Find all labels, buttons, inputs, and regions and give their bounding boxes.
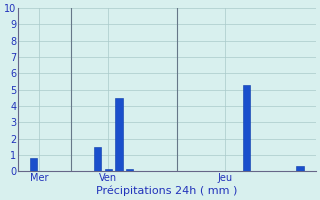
Bar (30, 158, 37, 171)
Bar (126, 169, 133, 171)
X-axis label: Précipitations 24h ( mm ): Précipitations 24h ( mm ) (96, 185, 237, 196)
Bar (94, 147, 101, 171)
Bar (105, 169, 112, 171)
Bar (296, 166, 304, 171)
Bar (115, 98, 123, 171)
Bar (243, 85, 250, 171)
